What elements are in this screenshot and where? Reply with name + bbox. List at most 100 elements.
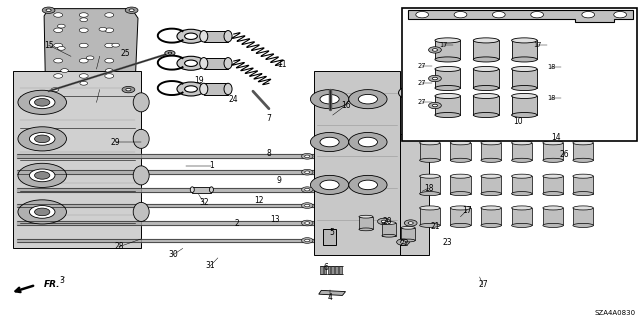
Circle shape [29,132,55,145]
Circle shape [531,97,541,102]
Text: 13: 13 [271,215,280,224]
Circle shape [305,189,310,191]
Ellipse shape [451,206,470,210]
Ellipse shape [435,66,461,71]
Text: 32: 32 [199,198,209,207]
Ellipse shape [190,187,195,193]
Circle shape [492,11,505,18]
Text: 14: 14 [552,133,561,142]
Circle shape [54,28,63,33]
Ellipse shape [435,38,461,43]
Text: 18: 18 [424,184,433,193]
Ellipse shape [435,93,461,99]
Circle shape [54,13,63,17]
Circle shape [129,9,134,11]
Circle shape [61,69,68,72]
Ellipse shape [573,223,593,227]
Ellipse shape [481,174,501,178]
Circle shape [305,155,310,158]
Ellipse shape [401,226,415,229]
Text: 27: 27 [418,80,426,86]
Circle shape [320,180,339,190]
Text: 8: 8 [266,149,271,158]
Circle shape [168,52,172,54]
Ellipse shape [420,206,440,210]
Circle shape [18,90,67,115]
Circle shape [301,169,313,175]
Circle shape [406,90,419,96]
Ellipse shape [473,38,499,43]
Circle shape [18,127,67,151]
Bar [435,41,461,59]
Circle shape [158,29,186,43]
Ellipse shape [543,192,563,196]
Circle shape [429,75,442,82]
Text: 5: 5 [329,228,334,237]
Ellipse shape [473,93,499,99]
Bar [473,69,499,88]
Circle shape [158,81,186,95]
Text: 9: 9 [276,176,281,185]
Ellipse shape [435,57,461,62]
Ellipse shape [473,85,499,91]
Circle shape [79,13,88,17]
Text: 28: 28 [114,242,124,251]
Circle shape [310,90,349,109]
Bar [426,87,454,99]
Circle shape [35,208,50,216]
Polygon shape [319,290,346,295]
Circle shape [381,220,387,223]
Bar [332,266,334,274]
Circle shape [42,7,55,13]
Circle shape [105,43,114,48]
Ellipse shape [481,223,501,227]
Bar [481,208,501,226]
Circle shape [404,220,417,226]
Ellipse shape [511,192,532,196]
Circle shape [305,239,310,242]
Text: 1: 1 [209,161,214,170]
Bar [573,208,593,226]
Ellipse shape [473,66,499,71]
Text: SZA4A0830: SZA4A0830 [595,310,636,316]
Circle shape [358,94,378,104]
Text: 17: 17 [462,206,472,215]
Bar [511,69,537,88]
Bar [323,229,336,245]
Circle shape [177,29,205,43]
Circle shape [349,90,387,109]
Circle shape [112,43,120,47]
Bar [511,143,532,160]
Circle shape [429,102,442,109]
Ellipse shape [511,113,537,118]
Circle shape [416,11,429,18]
Ellipse shape [481,141,501,145]
Bar [435,69,461,88]
Ellipse shape [511,66,537,71]
Bar [451,143,470,160]
Ellipse shape [473,57,499,62]
Ellipse shape [451,158,470,162]
Bar [511,41,537,59]
Ellipse shape [511,93,537,99]
Ellipse shape [224,83,232,95]
Circle shape [408,222,413,224]
Ellipse shape [511,206,532,210]
Ellipse shape [543,174,563,178]
Text: 21: 21 [430,222,440,231]
Text: 27: 27 [418,99,426,105]
Bar [335,266,338,274]
Ellipse shape [420,223,440,227]
Bar [382,223,396,236]
Circle shape [401,241,406,243]
Circle shape [54,43,63,48]
Circle shape [105,58,114,63]
Circle shape [184,33,197,40]
Circle shape [125,7,138,13]
Circle shape [454,11,467,18]
Text: 4: 4 [327,293,332,302]
Bar [192,187,211,193]
Circle shape [165,50,175,56]
Ellipse shape [573,141,593,145]
Ellipse shape [573,206,593,210]
